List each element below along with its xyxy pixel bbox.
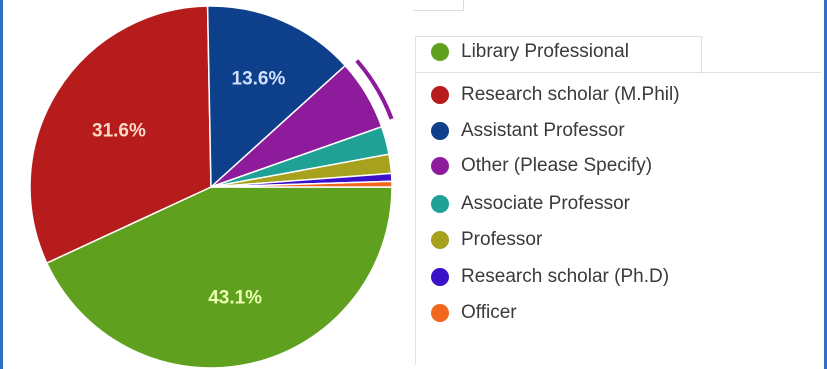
legend-label: Other (Please Specify)	[461, 155, 653, 176]
legend-swatch	[431, 231, 449, 249]
legend-label: Research scholar (M.Phil)	[461, 84, 680, 105]
legend-item[interactable]: Assistant Professor	[415, 116, 625, 146]
legend-swatch	[431, 43, 449, 61]
legend-swatch	[431, 86, 449, 104]
highlight-arc	[355, 59, 394, 120]
legend: Library Professional Research scholar (M.…	[415, 30, 825, 369]
data-label-research-scholar-m-phil: 31.6%	[92, 120, 146, 141]
legend-label: Associate Professor	[461, 193, 630, 214]
pie-chart: 43.1% 31.6% 13.6%	[29, 5, 394, 369]
legend-label: Officer	[461, 302, 517, 323]
legend-label: Professor	[461, 229, 543, 250]
legend-swatch	[431, 122, 449, 140]
legend-label: Research scholar (Ph.D)	[461, 266, 670, 287]
pie-slice-officer	[210, 180, 393, 188]
legend-box	[415, 72, 821, 365]
legend-item[interactable]: Research scholar (M.Phil)	[415, 80, 680, 110]
legend-swatch	[431, 304, 449, 322]
legend-item[interactable]: Research scholar (Ph.D)	[415, 262, 669, 292]
pie-slice-research-scholar-m-phil	[29, 5, 212, 265]
top-divider	[413, 0, 464, 11]
data-label-library-professional: 43.1%	[208, 288, 262, 309]
legend-item[interactable]: Associate Professor	[415, 189, 630, 219]
legend-item[interactable]: Library Professional	[415, 37, 629, 67]
legend-label: Assistant Professor	[461, 120, 625, 141]
pie-slice-library-professional	[45, 186, 393, 369]
legend-swatch	[431, 195, 449, 213]
legend-item[interactable]: Officer	[415, 298, 517, 328]
legend-highlight-box	[415, 36, 702, 74]
legend-item[interactable]: Professor	[415, 225, 542, 255]
pie-slice-assistant-professor	[206, 5, 347, 189]
legend-swatch	[431, 157, 449, 175]
data-label-assistant-professor: 13.6%	[232, 68, 286, 89]
legend-label: Library Professional	[461, 41, 629, 62]
legend-swatch	[431, 268, 449, 286]
legend-item[interactable]: Other (Please Specify)	[415, 151, 652, 181]
